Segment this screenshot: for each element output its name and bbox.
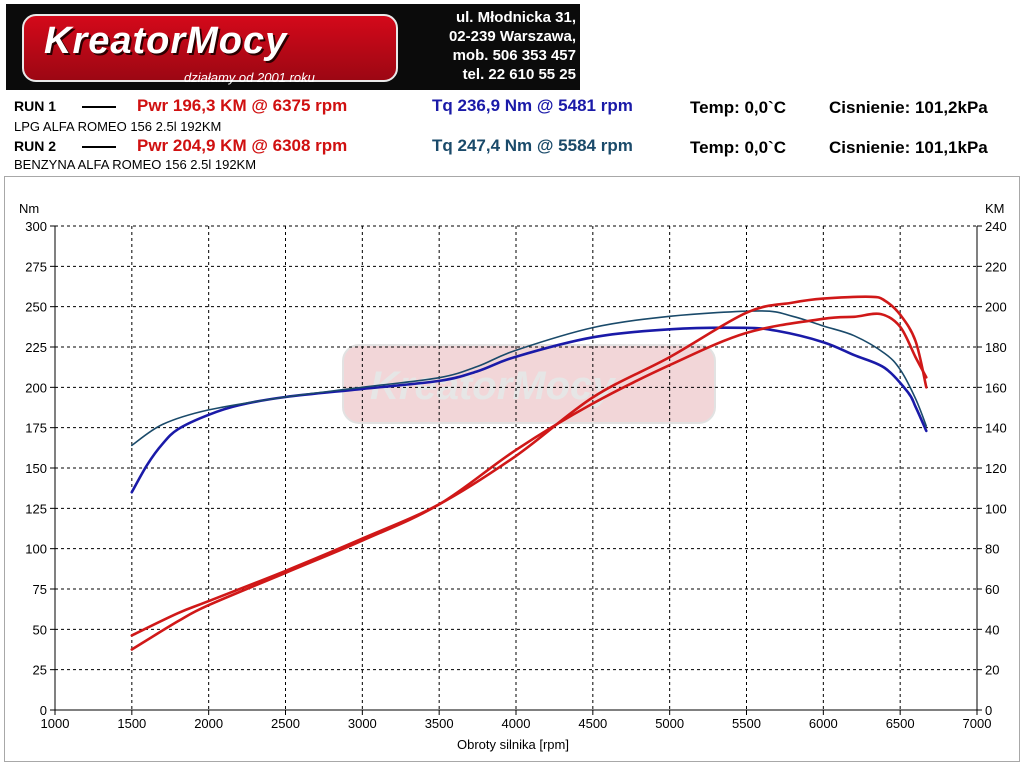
watermark-logo: KreatorMocy	[342, 344, 716, 424]
run1-temperature: Temp: 0,0`C	[690, 98, 787, 117]
x-tick-label: 6000	[809, 716, 838, 731]
x-tick-label: 3500	[425, 716, 454, 731]
y-left-tick-label: 100	[25, 542, 47, 557]
run2-description: BENZYNA ALFA ROMEO 156 2.5l 192KM	[14, 157, 257, 172]
y-right-tick-label: 220	[985, 259, 1007, 274]
run2-torque-summary: Tq 247,4 Nm @ 5584 rpm	[432, 136, 633, 155]
y-left-tick-label: 200	[25, 380, 47, 395]
y-right-tick-label: 120	[985, 461, 1007, 476]
chart-series	[130, 295, 928, 651]
run1-label: RUN 1	[14, 98, 57, 114]
y-left-tick-label: 50	[33, 622, 47, 637]
company-logo: KreatorMocy działamy od 2001 roku ul. Mł…	[6, 4, 580, 90]
y-left-tick-label: 0	[40, 703, 47, 718]
chart-ticks: 1000 1500 2000 2500 3000 3500 4000 4500 5000 5500…	[25, 219, 1006, 731]
x-tick-label: 4000	[502, 716, 531, 731]
y-right-tick-label: 200	[985, 300, 1007, 315]
power-curve-run2	[130, 295, 928, 637]
x-tick-label: 6500	[886, 716, 915, 731]
y-left-tick-label: 175	[25, 421, 47, 436]
y-right-tick-label: 140	[985, 421, 1007, 436]
company-address: ul. Młodnicka 31, 02-239 Warszawa, mob. …	[406, 8, 576, 84]
run2-power-summary: Pwr 204,9 KM @ 6308 rpm	[137, 136, 348, 155]
y-left-tick-label: 75	[33, 582, 47, 597]
x-tick-label: 5500	[732, 716, 761, 731]
x-tick-label: 2500	[271, 716, 300, 731]
run1-pressure: Cisnienie: 101,2kPa	[829, 98, 988, 117]
run2-pressure: Cisnienie: 101,1kPa	[829, 138, 988, 157]
y-right-tick-label: 60	[985, 582, 999, 597]
y-right-tick-label: 160	[985, 380, 1007, 395]
x-tick-label: 4500	[578, 716, 607, 731]
y-left-tick-label: 250	[25, 300, 47, 315]
run1-torque-summary: Tq 236,9 Nm @ 5481 rpm	[432, 96, 633, 115]
x-axis-label: Obroty silnika [rpm]	[457, 737, 569, 752]
y-right-tick-label: 40	[985, 622, 999, 637]
x-tick-label: 7000	[963, 716, 992, 731]
logo-brand: KreatorMocy	[44, 20, 288, 62]
y-right-tick-label: 180	[985, 340, 1007, 355]
logo-plate	[22, 14, 398, 82]
run1-power-summary: Pwr 196,3 KM @ 6375 rpm	[137, 96, 348, 115]
x-tick-label: 1000	[41, 716, 70, 731]
y-right-tick-label: 20	[985, 663, 999, 678]
y-left-tick-label: 225	[25, 340, 47, 355]
logo-tagline: działamy od 2001 roku	[184, 70, 315, 85]
y-left-tick-label: 300	[25, 219, 47, 234]
torque-curve-run2	[131, 310, 928, 447]
run1-line-sample	[82, 106, 116, 108]
x-tick-label: 3000	[348, 716, 377, 731]
y-left-tick-label: 150	[25, 461, 47, 476]
y-left-tick-label: 275	[25, 259, 47, 274]
x-tick-label: 2000	[194, 716, 223, 731]
address-line: tel. 22 610 55 25	[462, 66, 576, 83]
run2-temperature: Temp: 0,0`C	[690, 138, 787, 157]
run1-description: LPG ALFA ROMEO 156 2.5l 192KM	[14, 119, 222, 134]
run2-line-sample	[82, 146, 116, 148]
address-line: ul. Młodnicka 31,	[455, 9, 576, 26]
y-right-tick-label: 80	[985, 542, 999, 557]
power-curve-run1	[130, 312, 928, 651]
x-tick-label: 1500	[117, 716, 146, 731]
dyno-chart-svg: KreatorMocy 1000 1500 2000 2500 3000 3500 4000…	[19, 201, 1007, 752]
y-right-tick-label: 0	[985, 703, 992, 718]
x-tick-label: 5000	[655, 716, 684, 731]
address-line: mob. 506 353 457	[452, 47, 576, 64]
y-left-tick-label: 25	[33, 663, 47, 678]
y-axis-right-label: KM	[985, 201, 1005, 216]
y-left-tick-label: 125	[25, 501, 47, 516]
chart-grid	[55, 225, 977, 710]
address-line: 02-239 Warszawa,	[448, 28, 576, 45]
y-right-tick-label: 100	[985, 501, 1007, 516]
svg-text:KreatorMocy: KreatorMocy	[370, 364, 616, 408]
torque-curve-run1	[130, 326, 928, 494]
dyno-chart: KreatorMocy 1000 1500 2000 2500 3000 3500 4000…	[4, 176, 1020, 762]
y-right-tick-label: 240	[985, 219, 1007, 234]
y-axis-left-label: Nm	[19, 201, 39, 216]
run2-label: RUN 2	[14, 138, 57, 154]
